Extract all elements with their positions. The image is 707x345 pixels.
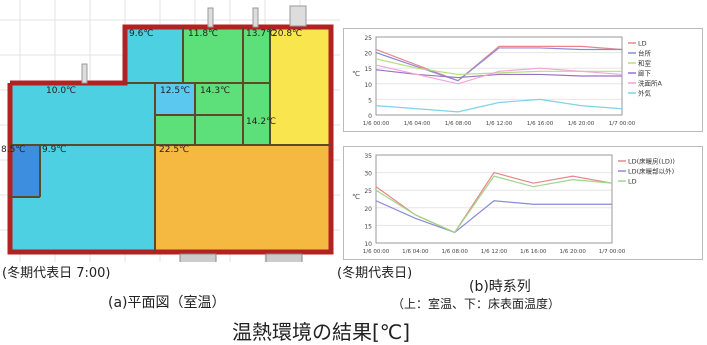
room-labels: 9.6℃ 11.8℃ 13.7℃ 20.8℃ 10.0℃ 12.5℃ 14.3℃… — [0, 0, 340, 262]
charts-title: (b)時系列 — [469, 279, 531, 295]
y-tick-label: 20 — [364, 51, 372, 58]
room-label: 9.9℃ — [42, 145, 67, 155]
room-label: 14.2℃ — [246, 117, 277, 127]
series-line — [375, 175, 613, 234]
x-tick-label: 1/6 12:00 — [486, 121, 513, 127]
series-line — [375, 64, 623, 85]
room-fill-nw — [125, 27, 183, 83]
y-tick-label: 30 — [364, 171, 372, 178]
floorplan-period-caption: (冬期代表日 7:00) — [2, 266, 111, 281]
entrance-1 — [179, 253, 217, 262]
y-tick-label: 5 — [368, 97, 372, 104]
legend-entry: LD(床暖房(LD)) — [628, 157, 675, 166]
entrance-2 — [265, 253, 303, 262]
room-label: 13.7℃ — [246, 29, 277, 39]
legend-entry: 外気 — [638, 89, 652, 98]
y-tick-label: 0 — [368, 113, 372, 120]
room-fill-mid1 — [155, 83, 195, 115]
x-tick-label: 1/6 04:00 — [402, 249, 429, 255]
y-tick-label: 25 — [364, 35, 372, 42]
series-line — [375, 171, 613, 234]
room-temp-chart: 0 5 10 15 20 25 ℃ 1/6 00:00 1/6 04:00 1/6 08:00 1/… — [343, 28, 703, 132]
x-tick-label: 1/6 08:00 — [441, 249, 468, 255]
legend-entry: 洗面所A — [638, 79, 663, 88]
room-fill-n2 — [243, 27, 270, 83]
y-tick-label: 35 — [364, 153, 372, 160]
y-tick-label: 15 — [364, 223, 372, 230]
charts-period-caption: (冬期代表日) — [337, 266, 413, 281]
room-label: 22.5℃ — [159, 145, 190, 155]
legend-entry: 台所 — [638, 49, 652, 58]
room-fill-ne — [270, 27, 331, 145]
floorplan-caption: (a)平面図（室温） — [108, 295, 226, 311]
room-fill-west — [10, 83, 155, 145]
legend-entry: LD — [628, 178, 637, 186]
legend-entry: 廊下 — [638, 69, 652, 78]
page-title: 温熱環境の結果[℃] — [232, 320, 411, 344]
x-tick-label: 1/6 04:00 — [404, 121, 431, 127]
vent-4 — [81, 63, 88, 84]
legend-entry: 和室 — [638, 59, 652, 68]
room-label: 9.6℃ — [129, 29, 154, 39]
x-tick-label: 1/7 00:00 — [599, 249, 626, 255]
legend-entry: LD — [638, 40, 647, 48]
series-line — [375, 200, 612, 234]
interior-walls — [10, 27, 331, 252]
series-line — [375, 98, 623, 113]
y-tick-label: 15 — [364, 66, 372, 73]
x-tick-label: 1/6 08:00 — [445, 121, 472, 127]
plot-area — [375, 154, 613, 244]
x-tick-label: 1/6 16:00 — [527, 121, 554, 127]
series-line — [375, 47, 622, 82]
floor-temp-chart-svg: 10 15 20 25 30 35 ℃ 1/6 00:00 1/6 04:00 1/6 08:00… — [352, 153, 675, 255]
room-label: 12.5℃ — [160, 86, 191, 96]
x-tick-label: 1/6 00:00 — [363, 121, 390, 127]
x-tick-label: 1/7 00:00 — [609, 121, 636, 127]
charts-subtitle: （上：室温、下：床表面温度） — [392, 297, 561, 311]
room-label: 20.8℃ — [272, 29, 303, 39]
room-fill-sw-small — [10, 145, 40, 197]
vent-2 — [252, 7, 259, 28]
room-label: 11.8℃ — [188, 29, 219, 39]
room-label: 10.0℃ — [46, 86, 77, 96]
y-axis-label: ℃ — [352, 193, 360, 201]
room-fill-n1 — [183, 27, 243, 83]
room-temp-chart-svg: 0 5 10 15 20 25 ℃ 1/6 00:00 1/6 04:00 1/6 08:00 1/… — [352, 35, 663, 127]
y-axis-label: ℃ — [352, 70, 360, 78]
x-tick-label: 1/6 00:00 — [363, 249, 390, 255]
vent-1 — [207, 7, 214, 28]
x-tick-label: 1/6 20:00 — [559, 249, 586, 255]
room-fill-mid4 — [155, 115, 195, 145]
series-line — [375, 45, 623, 82]
x-tick-label: 1/6 12:00 — [481, 249, 508, 255]
floor-temp-chart: 10 15 20 25 30 35 ℃ 1/6 00:00 1/6 04:00 1/6 08:00… — [343, 146, 703, 260]
legend-entry: LD(床暖部以外) — [628, 167, 674, 176]
x-tick-label: 1/6 16:00 — [520, 249, 547, 255]
room-label: 14.3℃ — [200, 86, 231, 96]
room-fill-mid3 — [243, 83, 270, 145]
vent-3 — [289, 5, 307, 27]
y-tick-label: 20 — [364, 206, 372, 213]
y-tick-label: 10 — [364, 82, 372, 89]
floor-plan — [0, 0, 340, 262]
room-fill-se — [155, 145, 331, 252]
y-tick-label: 10 — [364, 241, 372, 248]
room-label: 8.5℃ — [1, 145, 26, 155]
y-tick-label: 25 — [364, 188, 372, 195]
x-tick-label: 1/6 20:00 — [568, 121, 595, 127]
